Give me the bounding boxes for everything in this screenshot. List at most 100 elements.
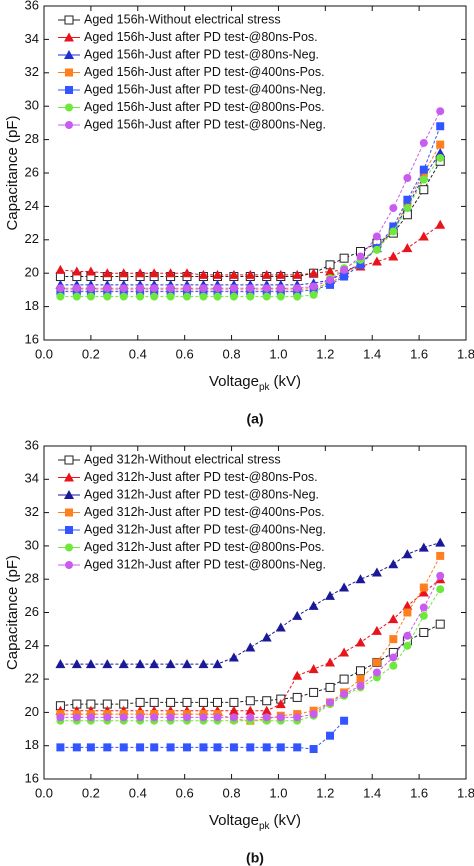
- marker: [102, 659, 113, 669]
- marker: [85, 659, 96, 669]
- y-tick-label: 28: [25, 571, 39, 586]
- marker: [262, 292, 271, 301]
- marker: [276, 292, 285, 301]
- x-tick-label: 0.4: [129, 346, 147, 361]
- marker: [339, 253, 349, 263]
- series-line: [60, 224, 441, 276]
- marker: [309, 745, 318, 754]
- marker: [402, 600, 413, 610]
- marker: [292, 692, 302, 702]
- marker: [212, 697, 222, 707]
- marker: [103, 713, 112, 722]
- marker: [293, 292, 302, 301]
- marker: [355, 637, 366, 647]
- marker: [86, 292, 95, 301]
- marker: [389, 661, 398, 670]
- marker: [403, 608, 412, 617]
- marker: [340, 716, 349, 725]
- legend-label: Aged 312h-Just after PD test-@400ns-Neg.: [84, 522, 326, 536]
- marker: [150, 743, 159, 752]
- marker: [293, 284, 302, 293]
- legend-marker: [65, 68, 73, 77]
- x-axis-label-main: Voltage: [209, 812, 259, 829]
- marker: [166, 697, 176, 707]
- marker: [245, 642, 256, 652]
- marker: [356, 252, 365, 261]
- x-tick-label: 1.4: [363, 346, 381, 361]
- x-axis-label-main: Voltage: [209, 373, 259, 390]
- marker: [419, 603, 428, 612]
- x-tick-label: 0.8: [223, 785, 241, 800]
- x-tick-label: 0.6: [176, 346, 194, 361]
- marker: [275, 699, 286, 709]
- marker: [165, 268, 176, 278]
- y-axis-label: Capacitance (pF): [4, 555, 21, 670]
- y-tick-label: 16: [25, 331, 39, 346]
- marker: [229, 743, 238, 752]
- legend-marker: [65, 508, 73, 517]
- y-tick-label: 28: [25, 131, 39, 146]
- legend-label: Aged 312h-Just after PD test-@400ns-Pos.: [84, 505, 325, 519]
- marker: [372, 658, 381, 667]
- marker: [183, 743, 192, 752]
- marker: [198, 269, 209, 279]
- marker: [372, 668, 381, 677]
- y-tick-label: 16: [25, 770, 39, 785]
- marker: [340, 272, 349, 281]
- marker: [309, 290, 318, 299]
- marker: [340, 690, 349, 699]
- x-tick-label: 1.6: [410, 785, 428, 800]
- x-axis-label-rest: (kV): [274, 812, 302, 829]
- marker: [213, 292, 222, 301]
- y-tick-label: 36: [25, 0, 39, 12]
- y-tick-label: 20: [25, 265, 39, 280]
- x-tick-label: 1.0: [269, 785, 287, 800]
- legend-label: Aged 156h-Just after PD test-@400ns-Neg.: [84, 82, 326, 96]
- marker: [182, 268, 193, 278]
- marker: [119, 713, 128, 722]
- y-tick-label: 30: [25, 537, 39, 552]
- legend-label: Aged 156h-Just after PD test-@800ns-Pos.: [84, 100, 325, 114]
- marker: [372, 232, 381, 241]
- marker: [292, 610, 303, 620]
- marker: [261, 632, 272, 642]
- marker: [402, 549, 413, 559]
- marker: [119, 284, 128, 293]
- marker: [56, 743, 65, 752]
- legend-label: Aged 312h-Just after PD test-@800ns-Neg.: [84, 557, 326, 571]
- marker: [372, 245, 381, 254]
- marker: [213, 743, 222, 752]
- marker: [293, 743, 302, 752]
- y-tick-label: 32: [25, 504, 39, 519]
- marker: [276, 284, 285, 293]
- x-tick-label: 0.4: [129, 785, 147, 800]
- marker: [389, 653, 398, 662]
- marker: [246, 292, 255, 301]
- x-tick-label: 0.0: [35, 346, 53, 361]
- x-tick-label: 1.8: [457, 785, 474, 800]
- marker: [435, 537, 446, 547]
- marker: [419, 185, 429, 195]
- marker: [262, 284, 271, 293]
- marker: [403, 174, 412, 183]
- marker: [199, 284, 208, 293]
- marker: [119, 292, 128, 301]
- marker: [326, 275, 335, 284]
- x-axis-label-rest: (kV): [274, 373, 302, 390]
- marker: [419, 611, 428, 620]
- marker: [213, 713, 222, 722]
- marker: [436, 140, 445, 149]
- y-tick-label: 20: [25, 704, 39, 719]
- marker: [436, 107, 445, 116]
- marker: [229, 697, 239, 707]
- legend-label: Aged 156h-Without electrical stress: [84, 12, 281, 26]
- marker: [276, 713, 285, 722]
- marker: [435, 619, 445, 629]
- marker: [199, 292, 208, 301]
- marker: [55, 659, 66, 669]
- marker: [418, 231, 429, 241]
- marker: [136, 284, 145, 293]
- series-line: [60, 126, 441, 293]
- x-tick-label: 0.0: [35, 785, 53, 800]
- marker: [86, 713, 95, 722]
